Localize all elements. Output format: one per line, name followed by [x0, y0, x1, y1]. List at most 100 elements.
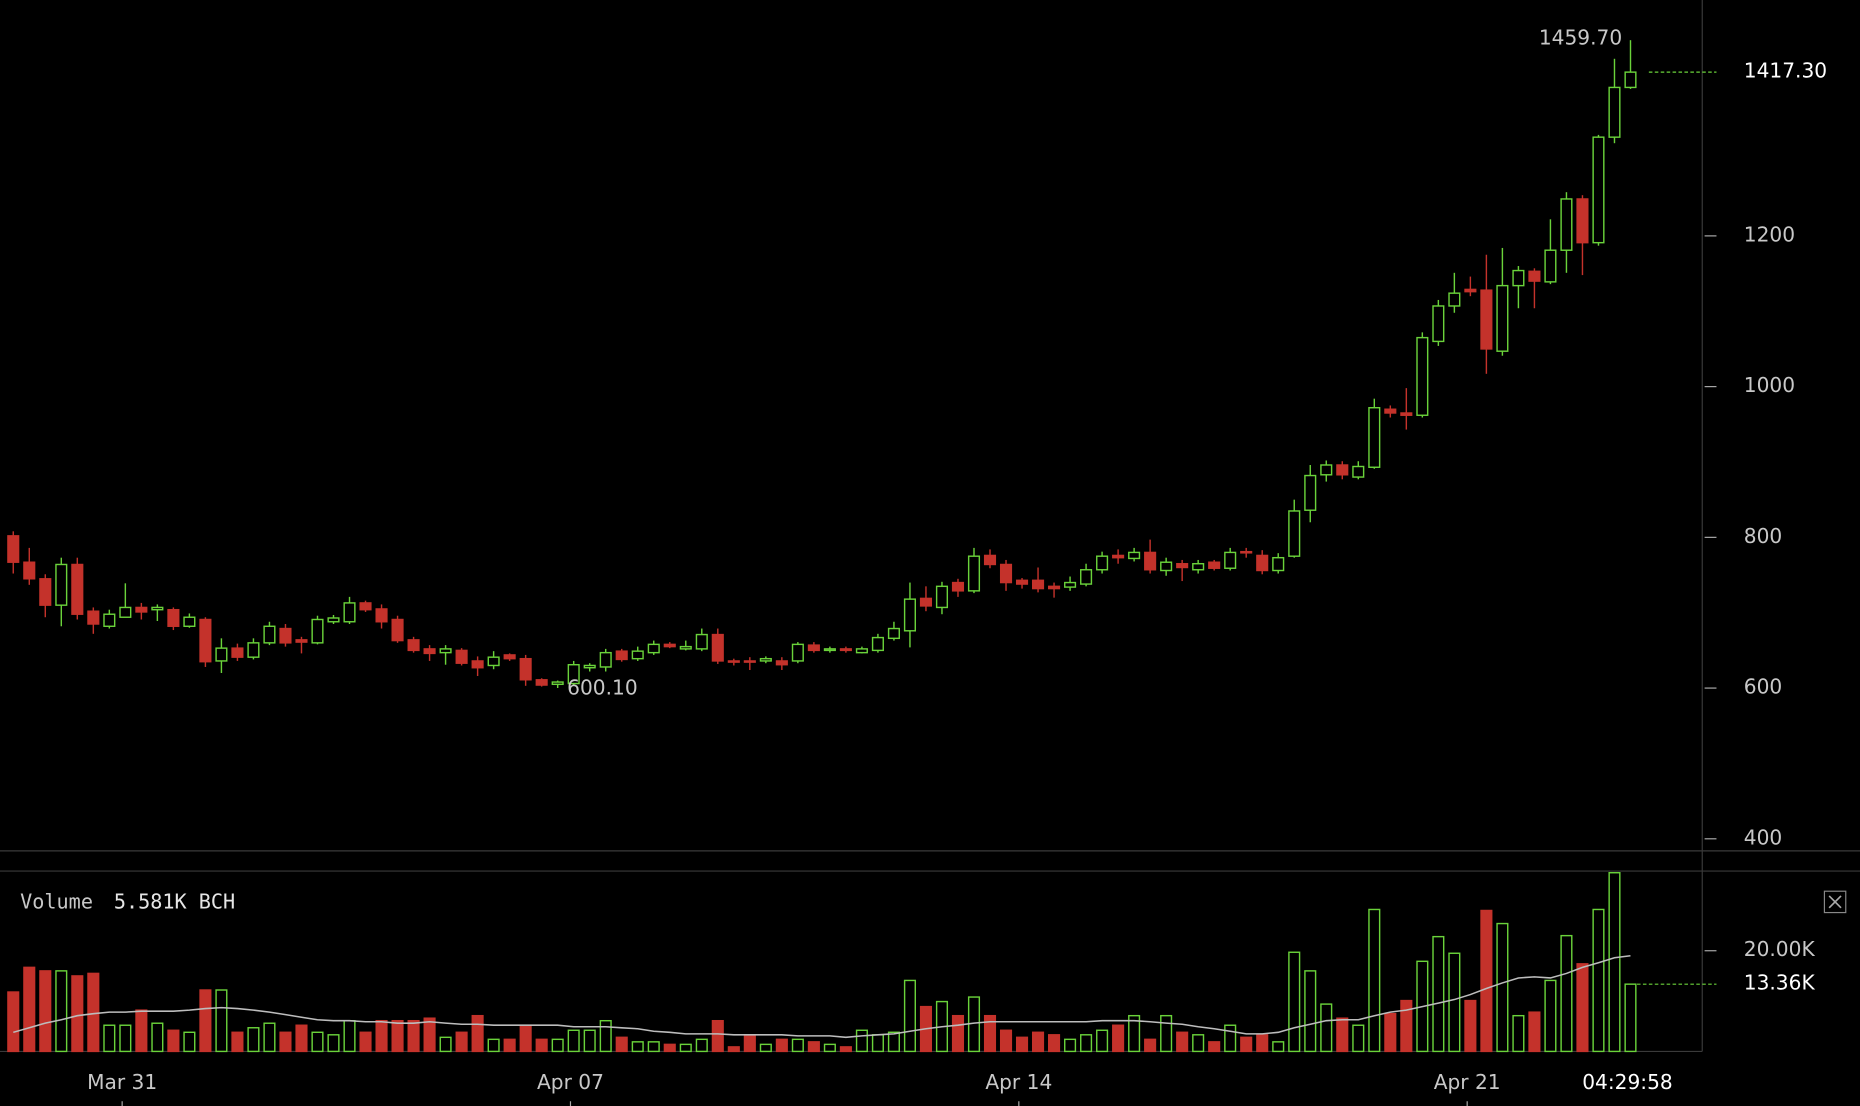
candle-body [839, 648, 852, 652]
candle-body [1048, 585, 1061, 590]
high-label: 1459.70 [1539, 25, 1622, 49]
candle-body [791, 643, 804, 662]
candle-body [1112, 554, 1125, 559]
candle-body [1336, 464, 1349, 476]
volume-bar [951, 1014, 965, 1053]
candle-body [1272, 556, 1285, 572]
close-box[interactable] [1823, 890, 1847, 914]
candle-body [1480, 289, 1493, 350]
x-tick-label: Apr 14 [985, 1070, 1052, 1094]
volume-bar [103, 1024, 116, 1053]
volume-bar [375, 1019, 388, 1053]
candle-body [1416, 336, 1429, 416]
volume-bar [1272, 1041, 1285, 1053]
volume-bar [1096, 1029, 1109, 1053]
y-tick-label: 600 [1744, 675, 1782, 699]
candle-body [951, 581, 965, 592]
volume-bar [87, 972, 100, 1053]
current-time: 04:29:58 [1582, 1070, 1673, 1094]
volume-bar [1240, 1036, 1253, 1053]
volume-bar [55, 970, 68, 1053]
close-icon[interactable] [1828, 895, 1842, 909]
candle-body [167, 608, 180, 627]
volume-bar [839, 1046, 852, 1053]
volume-bar [1256, 1034, 1269, 1053]
volume-bar [743, 1034, 756, 1053]
candle-body [775, 660, 788, 666]
volume-bar [855, 1029, 868, 1053]
candle-body [1320, 464, 1333, 476]
candle-body [695, 633, 708, 650]
volume-bar [903, 979, 916, 1053]
volume-bar [199, 989, 212, 1053]
candle-body [887, 627, 900, 640]
volume-bar [535, 1038, 548, 1053]
candle-body [39, 578, 52, 606]
candle-body [7, 535, 20, 563]
volume-bar [887, 1031, 900, 1053]
volume-bar [1144, 1038, 1157, 1053]
volume-bar [1560, 934, 1573, 1053]
volume-bar [311, 1031, 324, 1053]
volume-bar [695, 1038, 708, 1053]
candle-body [71, 563, 84, 615]
candle-body [1624, 71, 1637, 89]
volume-tick-label: 20.00K [1744, 937, 1816, 961]
candle-body [743, 660, 756, 663]
candle-body [1224, 551, 1237, 569]
candle-body [583, 664, 596, 669]
last-volume-label: 13.36K [1744, 971, 1816, 995]
candle-body [1464, 288, 1477, 293]
volume-bar [615, 1036, 628, 1053]
candle-body [935, 585, 949, 609]
volume-bar [1352, 1024, 1365, 1053]
candle-body [1064, 581, 1077, 588]
candle-body [455, 649, 468, 664]
volume-bar [1464, 999, 1477, 1053]
volume-bar [1015, 1036, 1029, 1053]
candle-body [1560, 198, 1573, 251]
volume-bar [327, 1034, 340, 1053]
volume-bar [167, 1029, 180, 1053]
volume-title: Volume [20, 890, 93, 914]
candle-body [183, 616, 196, 627]
volume-bar [279, 1031, 292, 1053]
volume-bar [71, 975, 84, 1053]
volume-bar [1304, 970, 1317, 1053]
volume-bar [1192, 1034, 1205, 1053]
volume-bar [1176, 1031, 1189, 1053]
volume-bar [1624, 983, 1637, 1053]
volume-bar [551, 1038, 564, 1053]
last-price-label: 1417.30 [1744, 59, 1827, 83]
candle-body [679, 645, 692, 650]
volume-bar [391, 1019, 404, 1053]
y-tick-label: 400 [1744, 825, 1782, 849]
volume-bar [1224, 1024, 1237, 1053]
volume-bar [1048, 1034, 1061, 1053]
candle-body [1544, 249, 1557, 283]
candle-body [1576, 198, 1589, 244]
candle-body [1208, 561, 1221, 569]
candle-body [1240, 550, 1253, 554]
candle-body [1128, 551, 1141, 560]
volume-bar [503, 1038, 516, 1053]
candle-body [967, 555, 981, 592]
volume-bar [1320, 1003, 1333, 1053]
candle-body [423, 648, 436, 655]
close-button[interactable] [1823, 890, 1847, 914]
volume-bar [215, 989, 228, 1053]
candle-body [487, 656, 500, 667]
volume-bar [1400, 999, 1413, 1053]
candle-body [1160, 561, 1173, 572]
volume-bar [663, 1043, 676, 1053]
candle-body [855, 648, 868, 654]
candle-body [1352, 465, 1365, 478]
candle-body [1496, 284, 1509, 352]
volume-bar [1336, 1017, 1349, 1053]
candle-body [215, 647, 228, 662]
volume-bar [455, 1031, 468, 1053]
volume-bar [1368, 908, 1381, 1053]
volume-bar [1288, 951, 1301, 1053]
candle-body [359, 602, 372, 611]
